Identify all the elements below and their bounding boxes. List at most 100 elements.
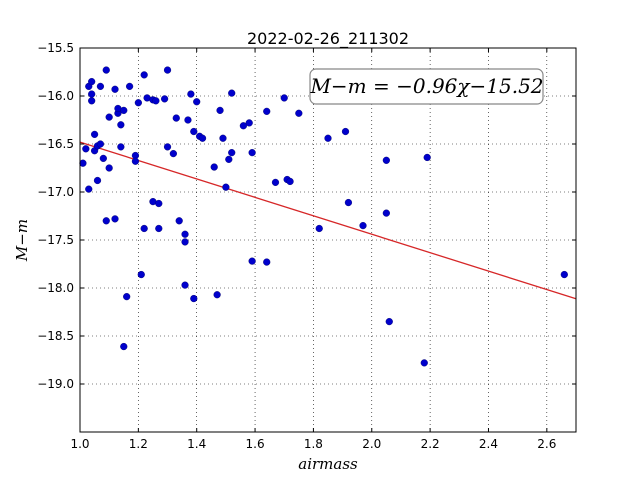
data-point	[219, 134, 227, 142]
data-point	[172, 114, 180, 122]
y-axis-label: M−m	[13, 219, 31, 262]
data-point	[96, 82, 105, 91]
y-tick-label: −15.5	[37, 41, 74, 55]
data-point	[79, 159, 87, 167]
data-point	[120, 342, 128, 351]
x-tick-label: 1.4	[187, 437, 206, 451]
chart-title: 2022-02-26_211302	[247, 29, 409, 49]
data-point	[155, 199, 163, 208]
data-point	[93, 176, 102, 185]
x-tick-label: 2.0	[362, 437, 381, 451]
data-point	[382, 156, 390, 164]
data-point	[90, 130, 99, 139]
data-point	[96, 140, 105, 148]
data-point	[134, 99, 142, 107]
data-point	[315, 224, 323, 233]
data-point	[137, 270, 145, 279]
data-point	[181, 238, 189, 246]
data-point	[123, 293, 131, 301]
data-point	[210, 163, 218, 171]
x-tick-label: 2.2	[421, 437, 440, 451]
y-tick-label: −17.5	[37, 233, 74, 247]
data-point	[248, 149, 256, 157]
data-point	[295, 109, 303, 117]
data-point	[193, 98, 201, 106]
fit-line-group	[79, 141, 577, 300]
grid-lines	[79, 47, 576, 432]
data-point	[88, 90, 96, 98]
data-point	[155, 224, 163, 233]
data-point	[111, 215, 119, 223]
data-point	[420, 359, 428, 367]
x-tick-label: 1.8	[304, 437, 323, 451]
data-point	[169, 150, 177, 158]
y-tick-label: −18.0	[37, 281, 74, 295]
data-point	[140, 224, 148, 233]
data-point	[88, 77, 96, 86]
data-point	[152, 97, 160, 105]
data-point	[82, 145, 90, 153]
data-point	[126, 82, 134, 91]
data-point	[117, 143, 125, 151]
data-points	[79, 66, 568, 367]
data-point	[161, 95, 169, 103]
x-tick-label: 1.2	[129, 437, 148, 451]
data-point	[187, 90, 195, 98]
fit-line	[79, 141, 577, 300]
data-point	[198, 134, 207, 142]
annotation-text: M−m = −0.96χ−15.52	[309, 74, 543, 98]
x-tick-label: 1.0	[70, 437, 89, 451]
annotation-box	[309, 68, 544, 105]
data-point	[245, 119, 253, 127]
data-point	[423, 153, 431, 162]
data-point	[184, 116, 192, 124]
data-point	[117, 121, 125, 129]
data-point	[102, 66, 110, 74]
data-point	[99, 154, 107, 163]
y-tick-label: −16.0	[37, 89, 74, 103]
data-point	[213, 291, 221, 299]
data-point	[163, 66, 172, 74]
data-point	[163, 143, 172, 151]
data-point	[190, 294, 198, 303]
data-point	[385, 318, 393, 326]
data-point	[239, 122, 247, 130]
data-point	[175, 217, 183, 225]
data-point	[286, 177, 294, 186]
data-point	[85, 185, 93, 193]
x-axis-label: airmass	[298, 455, 358, 473]
data-point	[181, 230, 189, 238]
data-point	[382, 209, 390, 217]
data-point	[216, 106, 224, 115]
data-point	[131, 157, 140, 165]
y-tick-label: −17.0	[37, 185, 74, 199]
y-tick-label: −19.0	[37, 377, 74, 391]
x-tick-label: 2.6	[537, 437, 556, 451]
y-tick-label: −16.5	[37, 137, 74, 151]
data-point	[111, 85, 119, 93]
data-point	[181, 281, 189, 289]
data-point	[280, 94, 288, 102]
data-point	[105, 113, 113, 121]
data-point	[341, 127, 350, 136]
data-point	[120, 106, 128, 115]
data-point	[359, 222, 367, 230]
data-point	[263, 107, 271, 115]
data-point	[190, 127, 198, 136]
data-point	[560, 270, 568, 279]
data-point	[228, 149, 236, 157]
x-tick-label: 1.6	[246, 437, 265, 451]
data-point	[105, 164, 113, 172]
y-tick-label: −18.5	[37, 329, 74, 343]
data-point	[344, 198, 353, 207]
fit-annotation: M−m = −0.96χ−15.52	[309, 68, 544, 105]
data-point	[263, 258, 271, 266]
data-point	[228, 89, 236, 97]
data-point	[271, 178, 280, 187]
data-point	[248, 257, 256, 265]
data-point	[222, 183, 230, 191]
data-point	[225, 155, 233, 163]
data-point	[88, 97, 96, 105]
x-tick-label: 2.4	[479, 437, 498, 451]
